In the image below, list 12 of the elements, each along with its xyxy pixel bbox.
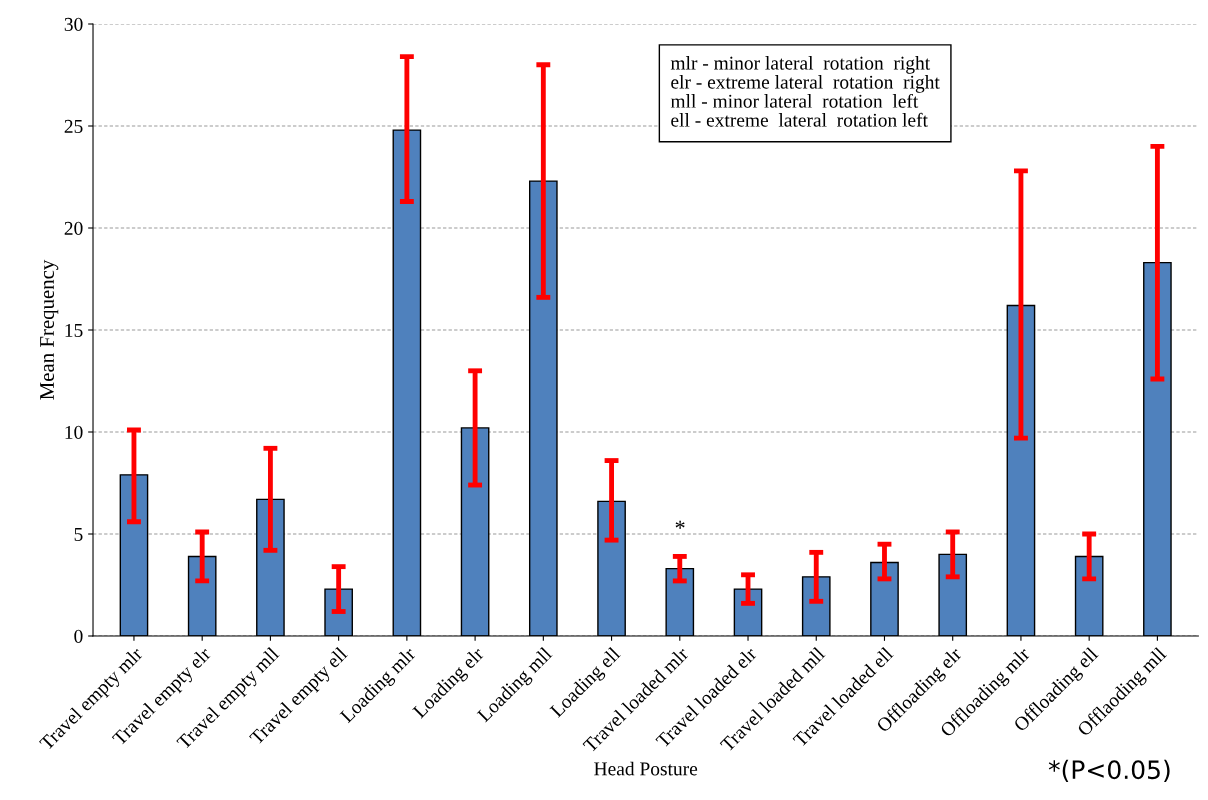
y-tick-label: 20 xyxy=(64,221,83,235)
y-tick-label: 30 xyxy=(64,17,83,31)
y-tick-label: 5 xyxy=(74,528,83,541)
y-tick-label: 25 xyxy=(64,119,83,133)
annotation: * xyxy=(675,520,685,529)
y-tick-label: 10 xyxy=(65,425,83,439)
y-tick-label: 0 xyxy=(74,629,83,643)
y-tick-label: 15 xyxy=(65,323,83,337)
x-axis-title: Head Posture xyxy=(594,761,698,776)
annotation: mlr - minor lateral rotation right elr - extreme lateral rotation right mll - minor lateral rotation left ell - extreme lateral rotation left xyxy=(670,56,940,127)
text: *(P<0.05) xyxy=(1048,759,1170,783)
y-axis-title: Mean Frequency xyxy=(40,259,59,400)
